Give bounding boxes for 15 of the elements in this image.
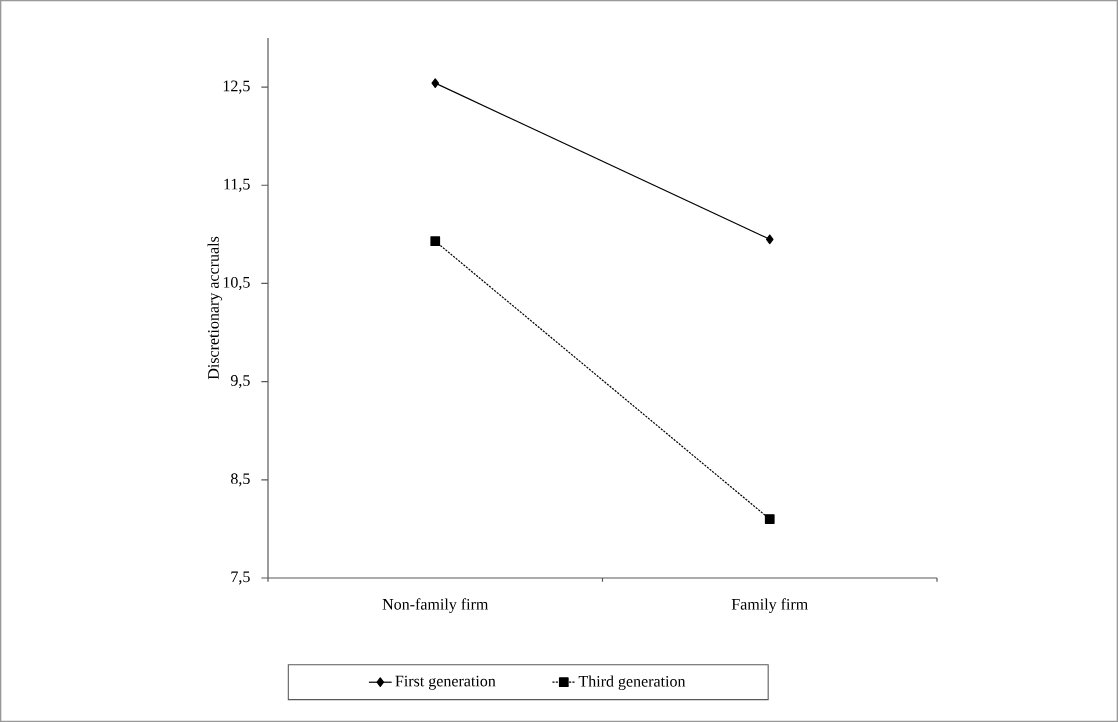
y-tick-label: 9,5 [230, 375, 250, 389]
x-tick-label: Non-family firm [382, 598, 489, 613]
y-tick-label: 10,5 [223, 276, 250, 291]
point [431, 78, 440, 89]
y-tick-label: 7,5 [231, 571, 250, 585]
point [765, 234, 774, 245]
point [764, 514, 775, 524]
legend-label: First generation [395, 675, 496, 690]
y-tick-label: 8,5 [231, 473, 250, 487]
y-axis-title: Discretionary accruals [207, 236, 223, 380]
legend-label: Third generation [578, 675, 686, 691]
y-tick-label: 11,5 [224, 178, 250, 192]
x-tick-label: Family firm [731, 598, 808, 613]
point [430, 236, 441, 247]
y-tick-label: 12,5 [223, 80, 250, 94]
